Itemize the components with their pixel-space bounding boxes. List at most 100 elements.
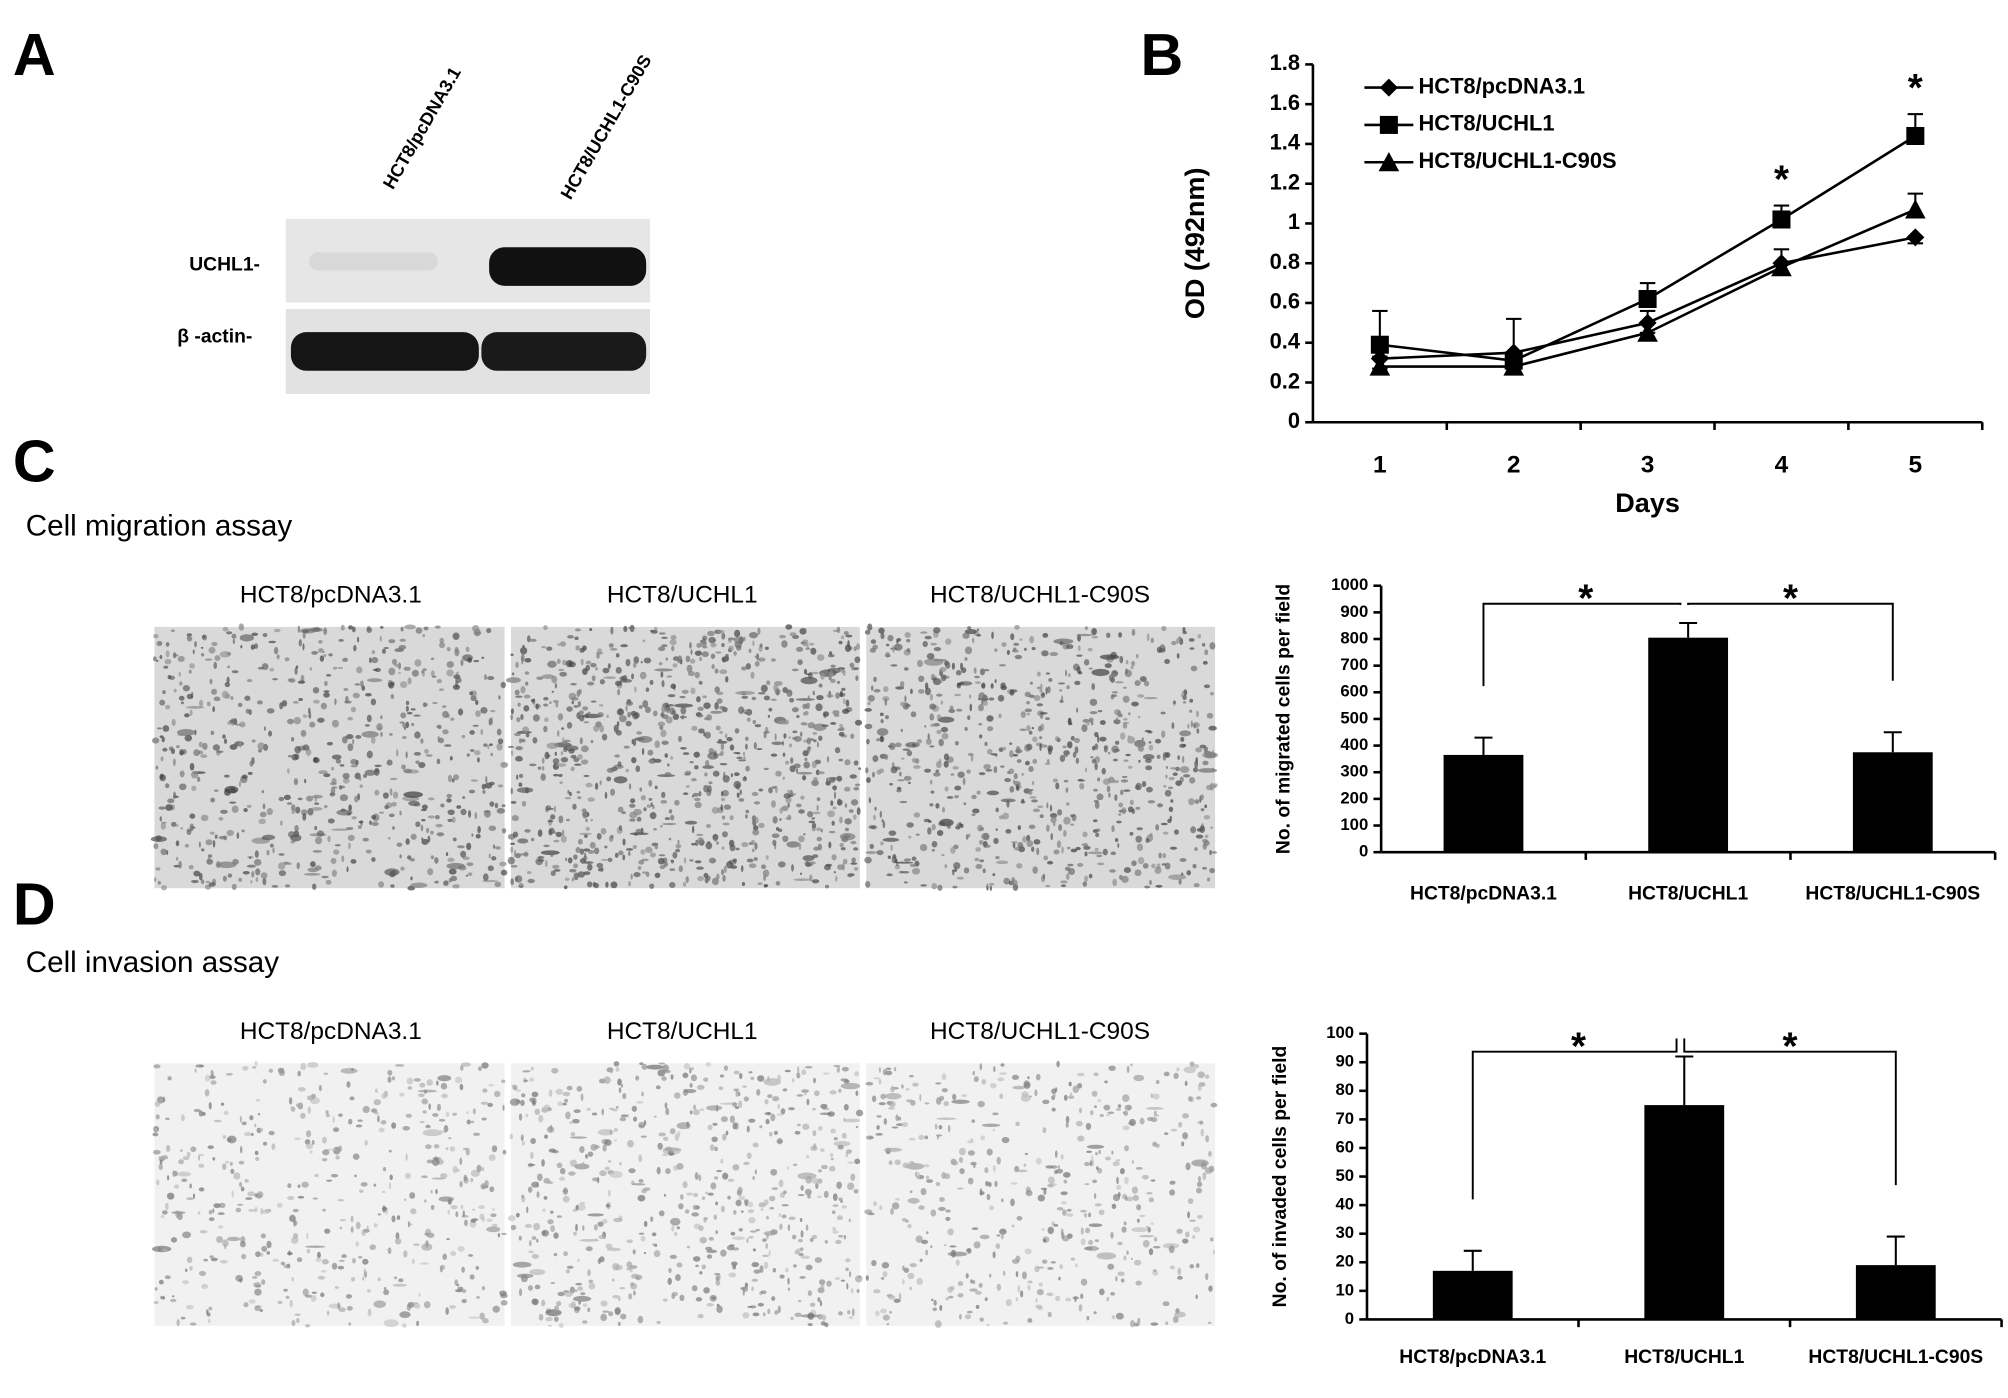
cell-speck [577, 871, 586, 878]
cell-speck [813, 846, 820, 851]
cell-speck [821, 1164, 828, 1170]
cell-speck [887, 855, 891, 859]
cell-speck [550, 1281, 556, 1285]
cell-speck [156, 659, 159, 663]
cell-speck [816, 797, 821, 802]
cell-speck [165, 1117, 170, 1121]
cell-speck [426, 1079, 433, 1086]
cell-speck [254, 1123, 257, 1128]
cell-speck [548, 1148, 557, 1153]
cell-speck [657, 857, 665, 865]
cell-speck [398, 1278, 404, 1283]
cell-speck [779, 634, 786, 639]
cell-speck [324, 680, 328, 686]
cell-speck [824, 1240, 829, 1244]
cell-speck [828, 651, 833, 656]
cell-speck [692, 792, 700, 797]
cell-speck [491, 1223, 498, 1227]
cell-speck [554, 1316, 559, 1322]
cell-speck [162, 747, 168, 752]
y-tick-label: 300 [1340, 762, 1368, 781]
cell-speck [279, 702, 284, 710]
cell-speck [818, 1125, 823, 1131]
cell-speck [531, 1236, 537, 1241]
cell-speck [262, 877, 267, 886]
cell-speck [180, 1114, 185, 1122]
cell-speck [1059, 754, 1066, 763]
cell-speck [501, 1079, 506, 1083]
cell-speck [633, 808, 642, 816]
cell-speck [348, 804, 352, 812]
cell-speck [883, 685, 889, 693]
cell-speck [194, 729, 197, 736]
cell-speck [294, 825, 299, 832]
cell-speck [262, 632, 268, 638]
cell-speck [184, 1268, 188, 1273]
cell-speck [223, 1110, 229, 1116]
cell-speck [210, 730, 215, 736]
cell-speck [716, 740, 728, 744]
cell-speck [413, 751, 422, 756]
cell-speck [1089, 698, 1098, 706]
cell-speck [969, 1288, 978, 1292]
cell-speck [1061, 1232, 1065, 1239]
cell-speck [277, 1300, 283, 1305]
cell-speck [949, 1285, 955, 1291]
cell-speck [811, 671, 819, 675]
cell-speck [1013, 780, 1021, 787]
cell-speck [200, 879, 205, 885]
cell-speck [573, 872, 579, 881]
cell-speck [523, 705, 530, 712]
cell-speck [708, 1236, 714, 1241]
cell-speck [1116, 820, 1122, 824]
cell-speck [830, 664, 836, 668]
cell-speck [304, 778, 307, 784]
cell-speck [880, 632, 885, 640]
cell-speck [839, 690, 843, 698]
cell-speck [526, 635, 531, 643]
cell-speck [918, 1205, 925, 1210]
cell-speck [392, 1283, 408, 1287]
cell-speck [1011, 1224, 1015, 1228]
cell-speck [182, 1231, 192, 1239]
cell-speck [915, 1235, 923, 1243]
cell-speck [612, 1294, 621, 1299]
cell-speck [222, 734, 226, 739]
cell-speck [1155, 824, 1160, 831]
cell-speck [820, 1321, 826, 1326]
cell-speck [605, 1204, 610, 1208]
cell-speck [1189, 777, 1196, 784]
cell-speck [811, 760, 817, 769]
cell-speck [239, 1240, 246, 1248]
cell-speck [838, 727, 845, 731]
cell-speck [720, 804, 723, 811]
cell-speck [222, 1239, 229, 1247]
cell-speck [338, 1145, 343, 1152]
cell-speck [575, 1282, 583, 1286]
cell-speck [893, 1067, 897, 1072]
cell-speck [152, 1132, 159, 1137]
cell-speck [515, 746, 523, 751]
cell-speck [620, 644, 629, 648]
cell-speck [622, 838, 626, 846]
cell-speck [550, 1210, 554, 1214]
significance-star: * [1578, 577, 1593, 620]
y-tick-label: 80 [1336, 1080, 1355, 1099]
y-tick-label: 1000 [1331, 575, 1368, 594]
cell-speck [767, 1076, 770, 1082]
cell-speck [1184, 1231, 1190, 1238]
cell-speck [240, 645, 243, 649]
cell-speck [396, 842, 403, 847]
cell-speck [652, 1243, 657, 1246]
cell-speck [306, 1095, 315, 1101]
cell-speck [929, 713, 935, 721]
cell-speck [934, 1320, 942, 1328]
cell-speck [806, 737, 812, 745]
cell-speck [524, 829, 531, 833]
cell-speck [1204, 1074, 1210, 1079]
cell-speck [433, 1144, 440, 1149]
cell-speck [160, 822, 167, 830]
cell-speck [669, 707, 676, 715]
cell-speck [338, 1307, 346, 1313]
cell-speck [510, 714, 513, 721]
